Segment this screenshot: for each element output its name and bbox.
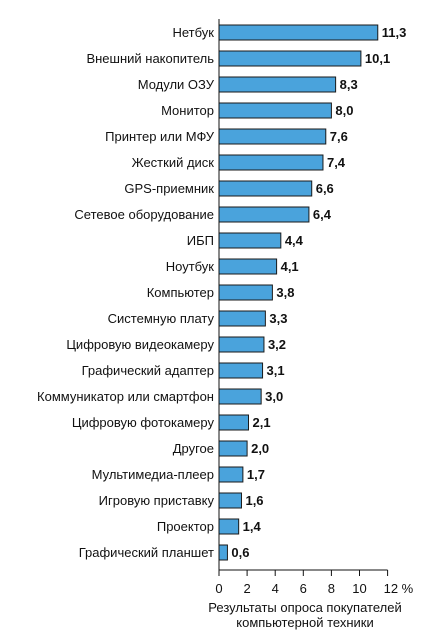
x-ticks: 0 2 4 6 8 10 12 % (215, 570, 414, 596)
x-tick-label: 10 (352, 581, 366, 596)
value-label: 3,8 (276, 285, 294, 300)
bar (218, 128, 327, 145)
x-axis-caption-line-1: Результаты опроса покупателей (208, 600, 402, 615)
category-label: Компьютер (147, 285, 214, 300)
bar (218, 414, 250, 431)
bars-group (218, 24, 379, 561)
category-label: Нетбук (173, 25, 215, 40)
x-tick-label: 0 (215, 581, 222, 596)
value-labels: 11,3 10,1 8,3 8,0 7,6 7,4 6,6 6,4 4,4 4,1 3,8 3,3 3,… (231, 25, 406, 560)
value-label: 11,3 (382, 25, 407, 40)
value-label: 4,4 (285, 233, 304, 248)
bar (218, 440, 248, 457)
value-label: 1,7 (247, 467, 265, 482)
category-label: Коммуникатор или смартфон (37, 389, 214, 404)
x-tick-label: 6 (300, 581, 307, 596)
x-axis-caption-line-2: компьютерной техники (236, 615, 374, 630)
value-label: 8,3 (340, 77, 358, 92)
value-label: 3,0 (265, 389, 283, 404)
bar (218, 310, 266, 327)
bar (218, 492, 242, 509)
bar (218, 388, 262, 405)
category-label: Принтер или МФУ (105, 129, 215, 144)
value-label: 6,6 (316, 181, 334, 196)
category-label: Игровую приставку (99, 493, 215, 508)
category-label: Цифровую видеокамеру (66, 337, 214, 352)
bar (218, 362, 264, 379)
bar (218, 258, 278, 275)
value-label: 2,0 (251, 441, 269, 456)
category-label: Другое (173, 441, 214, 456)
x-tick-label: 8 (328, 581, 335, 596)
value-label: 10,1 (365, 51, 390, 66)
value-label: 6,4 (313, 207, 332, 222)
x-tick-label: 2 (243, 581, 250, 596)
value-label: 8,0 (335, 103, 353, 118)
value-label: 3,3 (269, 311, 287, 326)
category-label: Ноутбук (166, 259, 215, 274)
bar (218, 284, 273, 301)
value-label: 2,1 (253, 415, 271, 430)
category-label: Монитор (161, 103, 214, 118)
category-label: ИБП (187, 233, 214, 248)
bar (218, 154, 324, 171)
bar (218, 336, 265, 353)
x-axis-caption: Результаты опроса покупателей компьютерн… (180, 600, 430, 630)
bar (218, 24, 379, 41)
value-label: 1,6 (245, 493, 263, 508)
bar (218, 518, 240, 535)
value-label: 4,1 (281, 259, 299, 274)
bar (218, 102, 332, 119)
category-label: Цифровую фотокамеру (72, 415, 215, 430)
category-label: Проектор (157, 519, 214, 534)
category-label: GPS-приемник (124, 181, 214, 196)
category-labels: Нетбук Внешний накопитель Модули ОЗУ Монито… (37, 25, 215, 560)
x-tick-label: 12 % (384, 581, 414, 596)
value-label: 3,1 (267, 363, 285, 378)
bar (218, 206, 310, 223)
category-label: Мультимедиа-плеер (92, 467, 214, 482)
value-label: 3,2 (268, 337, 286, 352)
category-label: Модули ОЗУ (138, 77, 215, 92)
value-label: 0,6 (231, 545, 249, 560)
bar (218, 544, 228, 561)
bar (218, 466, 244, 483)
value-label: 7,4 (327, 155, 346, 170)
x-tick-label: 4 (272, 581, 279, 596)
bar (218, 76, 337, 93)
category-label: Графический планшет (79, 545, 214, 560)
category-label: Графический адаптер (82, 363, 214, 378)
category-label: Сетевое оборудование (74, 207, 214, 222)
value-label: 7,6 (330, 129, 348, 144)
bar (218, 232, 282, 249)
category-label: Жесткий диск (132, 155, 215, 170)
bar (218, 50, 362, 67)
category-label: Внешний накопитель (86, 51, 214, 66)
bar (218, 180, 313, 197)
category-label: Системную плату (108, 311, 215, 326)
value-label: 1,4 (243, 519, 262, 534)
